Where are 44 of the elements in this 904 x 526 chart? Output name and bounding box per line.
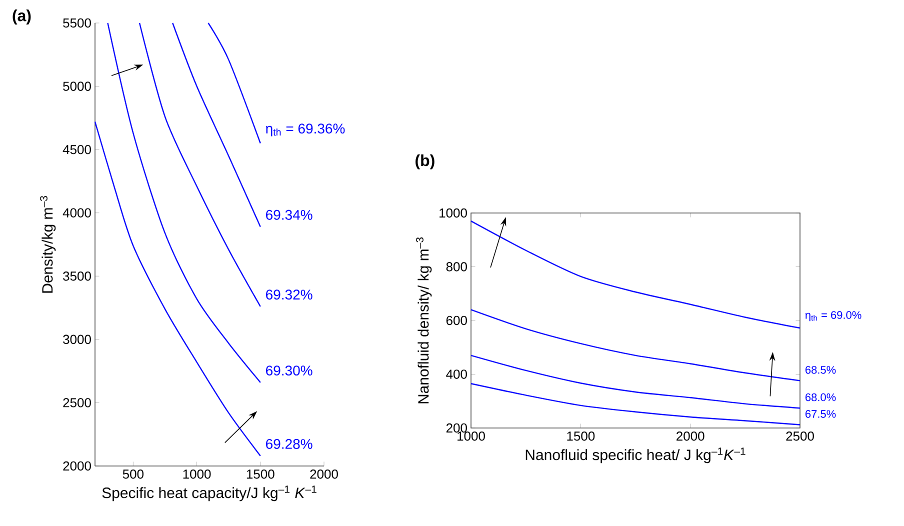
series-label: 69.32% [266,290,312,300]
line-series [470,383,801,426]
y-tick-label: 4000 [62,208,91,218]
series-label: η$_{th}$ = 69.36% [266,124,345,136]
series-label: 69.34% [266,210,312,220]
line-series [94,121,261,456]
x-tick-label: 2000 [310,470,338,479]
x-tick-label: 2000 [676,432,704,441]
y-tick-label: 3000 [63,334,91,344]
series-label: 67.5% [806,410,836,418]
x-tick-label: 500 [122,470,144,479]
line-series [138,22,261,308]
x-tick-label: 1000 [458,432,485,441]
series-label: η$_{th}$ = 69.0% [806,311,862,322]
series-label: 68.0% [806,393,836,402]
line-series [470,220,801,329]
line-series [107,22,261,384]
chart-title: (b) [416,154,434,170]
series-label: 69.28% [266,439,312,449]
y-tick-label: 400 [446,370,467,379]
line-series [470,309,801,382]
series-label: 68.5% [806,366,836,374]
x-tick-label: 1500 [567,432,595,441]
y-axis-title: Nanofluid density/ kg m$^{–3}$ [416,237,432,404]
line-series [172,22,261,228]
y-tick-label: 2500 [63,398,91,408]
y-tick-label: 2000 [63,461,91,471]
y-tick-label: 5500 [63,18,91,28]
line-series [470,354,801,409]
chart-title: (a) [12,10,31,24]
y-tick-label: 3500 [63,272,91,281]
x-tick-label: 2500 [786,432,814,441]
y-tick-label: 1000 [440,208,467,218]
x-tick-label: 1000 [183,470,211,479]
x-tick-label: 1500 [246,470,274,479]
y-tick-label: 4500 [62,144,91,154]
y-tick-label: 600 [446,316,467,326]
x-axis-title: Nanofluid specific heat/ J kg$^{–1}$K$^{–1}$ [526,448,746,464]
y-tick-label: 800 [446,262,467,272]
y-tick-label: 200 [446,423,467,433]
y-tick-label: 5000 [63,82,91,91]
x-axis-title: Specific heat capacity/J kg$^{–1}$ K$^{–1}$ [102,486,316,502]
series-label: 69.30% [266,366,312,376]
y-axis-title: Density/kg m$^{–3}$ [40,196,56,293]
